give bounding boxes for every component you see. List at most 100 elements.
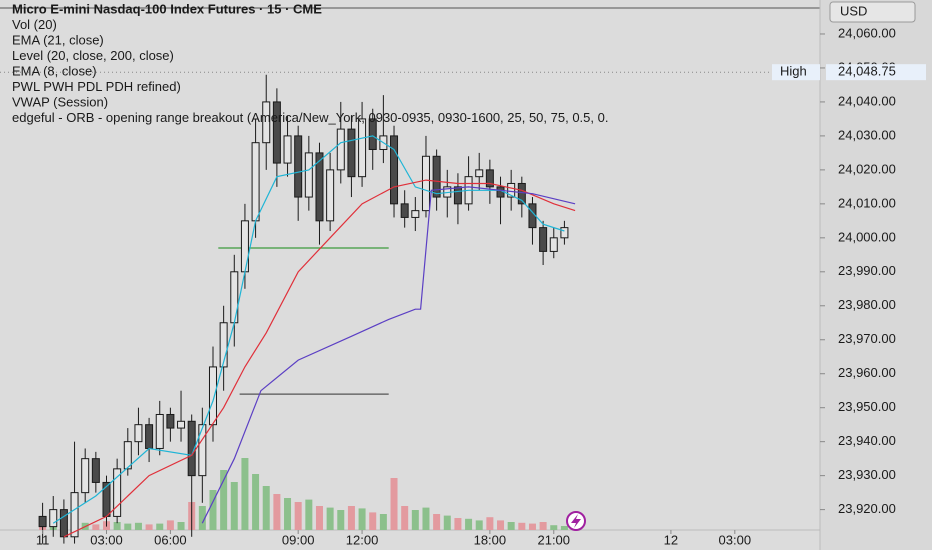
- candle-body: [336, 128, 345, 171]
- x-tick-label: 09:00: [282, 532, 315, 547]
- high-value-tag: [826, 64, 926, 81]
- candle-body: [539, 227, 548, 252]
- volume-bar: [433, 514, 441, 530]
- y-tick-label: 24,020.00: [838, 161, 896, 176]
- candle-body: [219, 322, 228, 368]
- legend: Micro E-mini Nasdaq-100 Index Futures · …: [12, 1, 608, 125]
- candle-body: [411, 210, 420, 218]
- volume-bar: [284, 498, 292, 530]
- volume-bar: [124, 523, 132, 530]
- volume-bar: [443, 515, 451, 530]
- volume-bar: [134, 522, 142, 530]
- candle-body: [549, 237, 558, 252]
- x-tick-label: 12:00: [346, 532, 379, 547]
- x-tick-label: 11: [36, 532, 50, 547]
- volume-bar: [486, 517, 494, 530]
- y-tick-label: 23,980.00: [838, 297, 896, 312]
- candle-body: [358, 118, 367, 178]
- currency[interactable]: USD: [840, 3, 867, 18]
- volume-bar: [252, 474, 260, 530]
- volume-bar: [241, 458, 249, 530]
- candle-body: [59, 509, 68, 538]
- y-tick-label: 24,000.00: [838, 229, 896, 244]
- indicator-label: Vol (20): [12, 17, 57, 32]
- volume-bar: [411, 510, 419, 530]
- y-tick-label: 23,940.00: [838, 433, 896, 448]
- volume-bar: [379, 514, 387, 530]
- candle-body: [177, 420, 186, 429]
- candle-body: [198, 424, 207, 477]
- candle-body: [517, 182, 526, 205]
- volume-bar: [92, 524, 100, 530]
- alert-icon: [566, 511, 586, 531]
- volume-bar: [497, 520, 505, 530]
- currency-button[interactable]: [829, 1, 916, 23]
- candle-body: [421, 155, 430, 212]
- candle-body: [38, 515, 47, 528]
- indicator-line: [63, 179, 576, 538]
- plot: [0, 71, 820, 544]
- candle-body: [81, 458, 90, 494]
- x-tick-label: 18:00: [474, 532, 507, 547]
- volume-bar: [315, 506, 323, 530]
- candle-body: [485, 169, 494, 188]
- volume-bar: [528, 523, 536, 530]
- candle-body: [400, 203, 409, 218]
- volume-bar: [422, 507, 430, 530]
- candle-body: [326, 169, 335, 222]
- candle-body: [240, 220, 249, 273]
- candle-body: [294, 135, 303, 198]
- volume-bar: [145, 524, 153, 530]
- y-tick-label: 24,040.00: [838, 93, 896, 108]
- volume-bar: [230, 482, 238, 530]
- indicator-label: edgeful - ORB - opening range breakout (…: [12, 110, 608, 125]
- volume-bar: [198, 506, 206, 530]
- y-tick-label: 23,930.00: [838, 467, 896, 482]
- price-axis-panel: [820, 0, 932, 550]
- candle-body: [507, 182, 516, 198]
- candle-body: [49, 509, 58, 528]
- y-tick-label: 24,060.00: [838, 25, 896, 40]
- indicator-label: EMA (21, close): [12, 32, 104, 47]
- candle-body: [283, 135, 292, 164]
- volume-bar: [454, 518, 462, 530]
- x-tick-label: 03:00: [719, 532, 752, 547]
- candle-body: [155, 413, 164, 449]
- chart-title: Micro E-mini Nasdaq-100 Index Futures · …: [12, 1, 322, 16]
- candle-body: [262, 101, 271, 144]
- candle-body: [453, 186, 462, 205]
- volume-bar: [337, 510, 345, 530]
- volume-bar: [294, 502, 302, 530]
- candle-body: [272, 101, 281, 164]
- volume-bar: [347, 506, 355, 530]
- volume-bar: [220, 470, 228, 530]
- x-tick-label: 06:00: [154, 532, 187, 547]
- y-tick-label: 24,030.00: [838, 127, 896, 142]
- candle-body: [113, 468, 122, 517]
- volume-bar: [209, 490, 217, 530]
- high-label: High: [780, 64, 807, 79]
- volume-bar: [113, 522, 121, 530]
- volume-bar: [560, 526, 568, 530]
- volume-bar: [273, 494, 281, 530]
- volume-bar: [507, 522, 515, 530]
- volume-bar: [401, 506, 409, 530]
- volume-bar: [369, 512, 377, 530]
- x-tick-label: 12: [664, 532, 678, 547]
- volume-bar: [156, 523, 164, 530]
- candle-body: [102, 481, 111, 517]
- candle-body: [91, 458, 100, 483]
- candle-body: [145, 424, 154, 449]
- y-tick-label: 24,010.00: [838, 195, 896, 210]
- candle-body: [187, 420, 196, 477]
- volume-bar: [166, 520, 174, 530]
- candle-body: [230, 271, 239, 324]
- x-tick-label: 03:00: [90, 532, 123, 547]
- indicator-label: Level (20, close, 200, close): [12, 48, 174, 63]
- candle-body: [166, 413, 175, 429]
- volume-bar: [539, 522, 547, 530]
- y-tick-label: 23,950.00: [838, 399, 896, 414]
- volume-bar: [550, 525, 558, 530]
